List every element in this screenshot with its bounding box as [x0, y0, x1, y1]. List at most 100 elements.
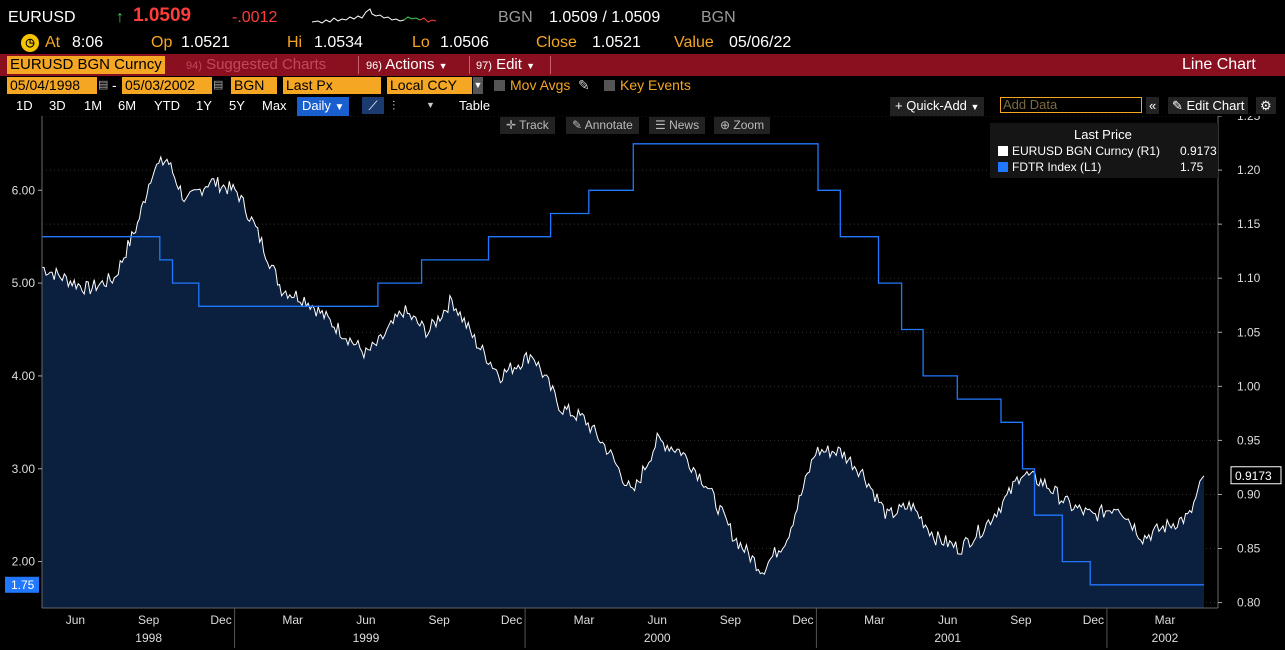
calendar-icon[interactable]: ▤ — [213, 79, 224, 91]
x-month-label: Jun — [356, 613, 375, 627]
annotate-control[interactable]: ✎ Annotate — [566, 117, 639, 134]
x-year-label: 1998 — [135, 631, 162, 645]
chevron-down-icon[interactable]: ▼ — [473, 77, 483, 94]
chart-axes: 2.00 3.00 4.00 5.00 6.00 0.80 0.85 0.90 0.95 1.00… — [5, 116, 1282, 648]
table-button[interactable]: Table — [459, 98, 491, 113]
x-month-label: Jun — [66, 613, 85, 627]
right-tick-label: 1.15 — [1237, 217, 1261, 231]
frequency-select[interactable]: Daily ▼ — [297, 97, 350, 116]
annotate-label: Annotate — [584, 118, 633, 132]
menu-divider — [469, 56, 470, 74]
key-events-label[interactable]: Key Events — [620, 77, 691, 93]
end-date-field[interactable]: 05/03/2002 — [122, 77, 212, 94]
x-month-label: Sep — [1010, 613, 1032, 627]
parameter-row: 05/04/1998 ▤ - 05/03/2002 ▤ BGN Last Px … — [0, 77, 1285, 95]
period-1m[interactable]: 1M — [84, 98, 103, 113]
fdtr-last-value: 1.75 — [11, 578, 35, 592]
x-month-label: Dec — [210, 613, 231, 627]
period-1d[interactable]: 1D — [16, 98, 33, 113]
period-5y[interactable]: 5Y — [229, 98, 245, 113]
at-value: 8:06 — [72, 34, 104, 51]
at-label: At — [45, 34, 61, 51]
menu-divider — [358, 56, 359, 74]
x-month-label: Sep — [720, 613, 742, 627]
chevron-down-icon[interactable]: ▼ — [426, 100, 435, 110]
period-6m[interactable]: 6M — [118, 98, 137, 113]
right-tick-label: 1.00 — [1237, 379, 1261, 393]
zoom-control[interactable]: ⊕ Zoom — [714, 117, 771, 134]
collapse-icon[interactable]: « — [1146, 97, 1160, 114]
x-month-label: Mar — [864, 613, 885, 627]
legend-swatch — [998, 146, 1008, 156]
mov-avgs-checkbox[interactable] — [494, 80, 505, 91]
mov-avgs-label[interactable]: Mov Avgs — [510, 77, 571, 93]
chevron-down-icon: ▼ — [526, 61, 536, 71]
quick-add-label: Quick-Add — [906, 98, 967, 113]
security-field[interactable]: EURUSD BGN Curncy — [7, 56, 165, 74]
suggested-label: Suggested Charts — [206, 56, 327, 73]
period-3d[interactable]: 3D — [49, 98, 66, 113]
high-label: Hi — [287, 34, 303, 51]
edit-num: 97) — [476, 60, 492, 72]
close-label: Close — [536, 34, 577, 51]
period-max[interactable]: Max — [262, 98, 287, 113]
edit-chart-button[interactable]: ✎ Edit Chart — [1168, 97, 1249, 114]
x-year-label: 2001 — [934, 631, 961, 645]
bar-chart-icon[interactable]: ⫶ — [392, 98, 396, 113]
ticker-symbol[interactable]: EURUSD — [8, 9, 76, 26]
line-chart-icon[interactable]: ⟋ — [362, 97, 384, 114]
field-select[interactable]: Last Px — [283, 77, 381, 94]
key-events-checkbox[interactable] — [604, 80, 615, 91]
bid-ask: 1.0509 / 1.0509 — [549, 9, 661, 26]
track-label: Track — [519, 118, 549, 132]
right-tick-label: 1.05 — [1237, 325, 1261, 339]
news-control[interactable]: ☰ News — [649, 117, 706, 134]
x-month-label: Jun — [938, 613, 957, 627]
edit-menu[interactable]: 97) Edit ▼ — [476, 56, 535, 75]
x-year-label: 2002 — [1152, 631, 1179, 645]
close-value: 1.0521 — [592, 34, 641, 51]
pencil-icon[interactable]: ✎ — [578, 77, 590, 93]
chart-series — [41, 143, 1205, 608]
gear-icon[interactable]: ⚙ — [1256, 97, 1276, 114]
x-month-label: Sep — [138, 613, 160, 627]
currency-select[interactable]: Local CCY — [387, 77, 472, 94]
last-price: 1.0509 — [133, 5, 192, 26]
legend-header: Last Price — [1074, 127, 1132, 142]
edit-label: Edit — [496, 56, 522, 73]
add-data-input[interactable]: Add Data — [1000, 97, 1142, 113]
x-month-label: Jun — [648, 613, 667, 627]
actions-menu[interactable]: 96) Actions ▼ — [366, 56, 448, 75]
fdtr-last-badge — [5, 576, 39, 593]
chevron-down-icon: ▼ — [970, 102, 980, 112]
chart-legend[interactable]: Last Price EURUSD BGN Curncy (R1) 0.9173… — [990, 123, 1218, 178]
clock-icon: ◷ — [21, 34, 39, 52]
x-year-label: 2000 — [644, 631, 671, 645]
x-year-label: 1999 — [353, 631, 380, 645]
quick-add-button[interactable]: + Quick-Add ▼ — [890, 97, 985, 116]
suggested-charts-menu[interactable]: 94) Suggested Charts — [186, 56, 326, 75]
chart-type-title: Line Chart — [1182, 56, 1256, 73]
left-tick-label: 4.00 — [12, 369, 36, 383]
suggested-num: 94) — [186, 60, 202, 72]
legend-value: 1.75 — [1180, 160, 1204, 174]
period-1y[interactable]: 1Y — [196, 98, 212, 113]
low-label: Lo — [412, 34, 430, 51]
value-label: Value — [674, 34, 714, 51]
legend-value: 0.9173 — [1180, 144, 1217, 158]
legend-item-eurusd[interactable]: EURUSD BGN Curncy (R1) — [998, 144, 1160, 158]
period-ytd[interactable]: YTD — [154, 98, 180, 113]
source-label-2: BGN — [701, 9, 736, 26]
right-tick-label: 0.90 — [1237, 487, 1261, 501]
line-chart[interactable]: 2.00 3.00 4.00 5.00 6.00 0.80 0.85 0.90 0.95 1.00… — [0, 116, 1285, 650]
legend-item-fdtr[interactable]: FDTR Index (L1) — [998, 160, 1101, 174]
left-tick-label: 2.00 — [12, 555, 36, 569]
start-date-field[interactable]: 05/04/1998 — [7, 77, 97, 94]
track-control[interactable]: ✛ Track — [500, 117, 555, 134]
edit-chart-label: Edit Chart — [1186, 98, 1245, 113]
source-field[interactable]: BGN — [231, 77, 277, 94]
x-month-label: Dec — [1083, 613, 1104, 627]
left-tick-label: 3.00 — [12, 462, 36, 476]
left-tick-label: 5.00 — [12, 276, 36, 290]
calendar-icon[interactable]: ▤ — [98, 79, 109, 91]
